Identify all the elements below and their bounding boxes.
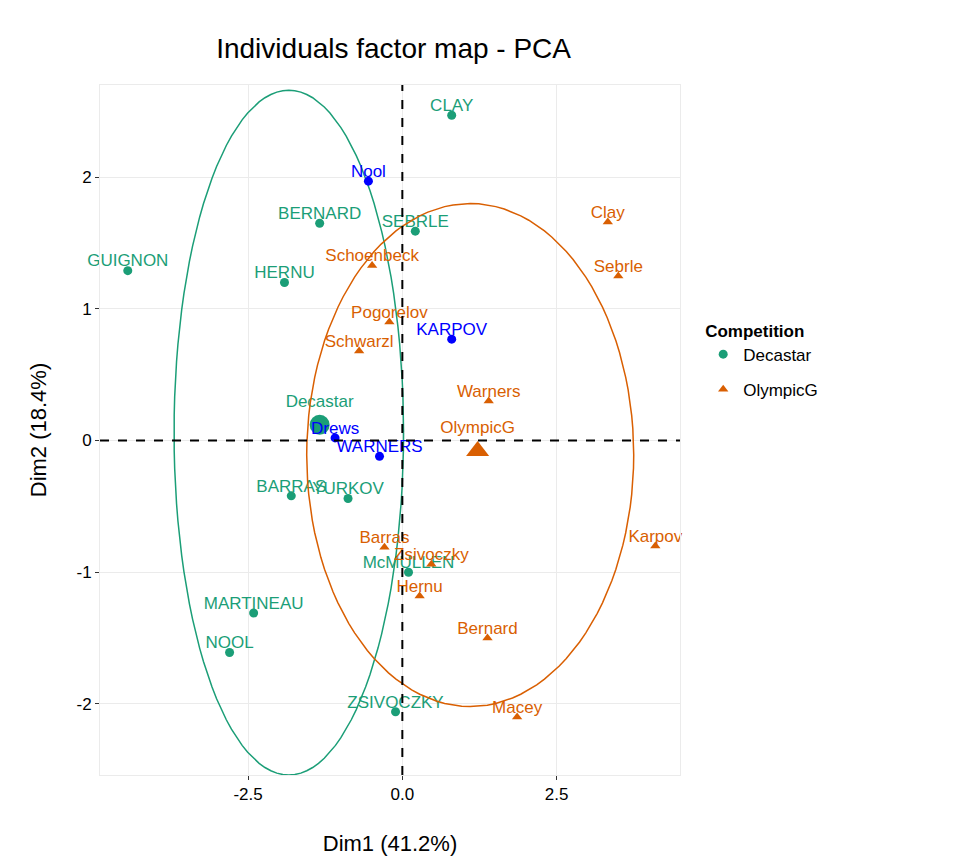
svg-text:Decastar: Decastar xyxy=(286,392,354,411)
svg-text:2.5: 2.5 xyxy=(545,785,569,804)
svg-text:SEBRLE: SEBRLE xyxy=(382,212,449,231)
svg-text:-2: -2 xyxy=(76,695,91,714)
svg-text:ZSIVOCZKY: ZSIVOCZKY xyxy=(347,693,443,712)
svg-text:-1: -1 xyxy=(76,563,91,582)
svg-text:Decastar: Decastar xyxy=(743,346,811,365)
svg-text:Hernu: Hernu xyxy=(396,577,442,596)
svg-text:Competition: Competition xyxy=(705,322,804,341)
svg-text:OlympicG: OlympicG xyxy=(743,381,818,400)
svg-text:Schwarzl: Schwarzl xyxy=(325,332,394,351)
svg-text:BARRAS: BARRAS xyxy=(256,477,326,496)
svg-text:Barras: Barras xyxy=(359,528,409,547)
svg-text:Pogorelov: Pogorelov xyxy=(351,303,428,322)
svg-text:Bernard: Bernard xyxy=(457,619,517,638)
svg-text:BERNARD: BERNARD xyxy=(278,204,361,223)
svg-text:WARNERS: WARNERS xyxy=(336,437,422,456)
svg-text:KARPOV: KARPOV xyxy=(416,320,488,339)
svg-text:Clay: Clay xyxy=(591,203,626,222)
svg-text:Dim1 (41.2%): Dim1 (41.2%) xyxy=(323,831,457,856)
svg-text:McMULLEN: McMULLEN xyxy=(363,553,455,572)
svg-text:1: 1 xyxy=(82,300,91,319)
svg-text:OlympicG: OlympicG xyxy=(440,418,515,437)
svg-text:Zsivoczky: Zsivoczky xyxy=(394,545,469,564)
svg-text:Dim2 (18.4%): Dim2 (18.4%) xyxy=(26,363,51,497)
svg-text:-2.5: -2.5 xyxy=(233,785,262,804)
svg-text:Nool: Nool xyxy=(351,162,386,181)
svg-text:0: 0 xyxy=(82,431,91,450)
svg-text:MARTINEAU: MARTINEAU xyxy=(204,594,304,613)
svg-text:NOOL: NOOL xyxy=(205,633,253,652)
svg-text:YURKOV: YURKOV xyxy=(312,479,384,498)
svg-text:GUIGNON: GUIGNON xyxy=(87,251,168,270)
svg-text:2: 2 xyxy=(82,168,91,187)
svg-text:Macey: Macey xyxy=(492,698,543,717)
svg-text:Individuals factor map - PCA: Individuals factor map - PCA xyxy=(216,33,571,64)
svg-text:Sebrle: Sebrle xyxy=(594,257,643,276)
svg-text:CLAY: CLAY xyxy=(430,96,473,115)
svg-text:Karpov: Karpov xyxy=(628,527,682,546)
svg-text:Drews: Drews xyxy=(311,419,359,438)
svg-text:Warners: Warners xyxy=(457,382,521,401)
svg-text:0.0: 0.0 xyxy=(391,785,415,804)
svg-text:HERNU: HERNU xyxy=(254,263,314,282)
svg-text:Schoenbeck: Schoenbeck xyxy=(325,246,419,265)
